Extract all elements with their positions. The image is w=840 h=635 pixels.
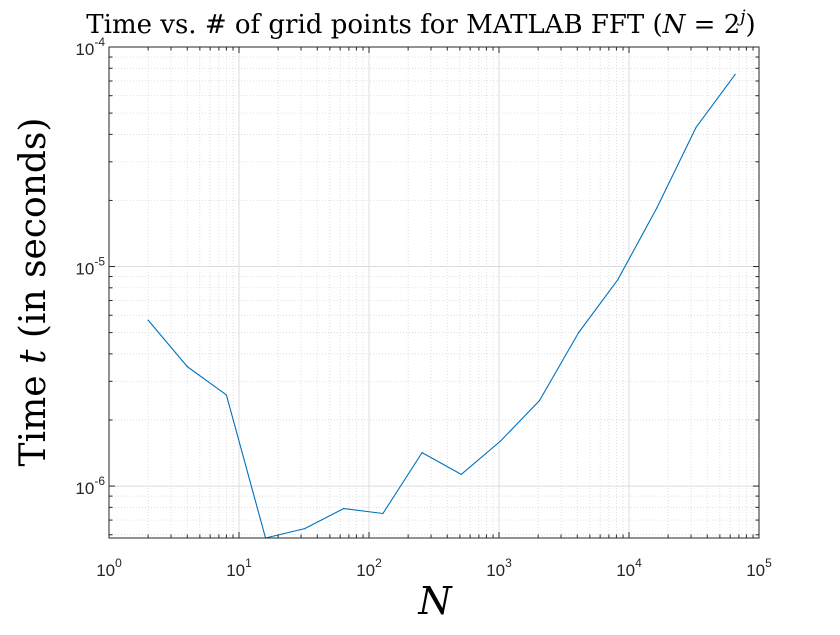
x-tick-label-exponent: 0: [115, 556, 122, 570]
x-tick-label: 103: [486, 556, 512, 580]
chart-title-suffix: ): [746, 10, 756, 40]
series-line: [147, 74, 736, 539]
series-point: [578, 332, 580, 334]
x-axis-label: N: [417, 579, 453, 623]
x-tick-label-base: 10: [356, 561, 375, 580]
chart-title-exp-j: j: [736, 7, 746, 27]
plot-area: [109, 47, 759, 538]
series-point: [695, 126, 697, 129]
series-point: [538, 400, 541, 402]
y-tick-label-exponent: -5: [94, 255, 105, 269]
y-tick-marks: [109, 46, 759, 536]
x-tick-label: 105: [746, 556, 772, 580]
y-axis-label: Time t (in seconds): [13, 118, 54, 467]
series-point: [617, 279, 619, 281]
x-tick-label-base: 10: [96, 561, 115, 580]
x-tick-label-base: 10: [226, 561, 245, 580]
y-axis-label-var: t: [13, 349, 54, 364]
y-axis-label-suffix: (in seconds): [13, 118, 54, 350]
x-tick-label-exponent: 5: [765, 556, 772, 570]
y-tick-label: 10-4: [75, 35, 105, 59]
series-point: [225, 394, 228, 396]
x-tick-label-exponent: 4: [635, 556, 642, 570]
x-tick-label: 102: [356, 556, 382, 580]
y-tick-label-base: 10: [75, 40, 94, 59]
series-point: [734, 73, 736, 76]
y-tick-label-exponent: -6: [94, 474, 105, 488]
y-tick-labels: 10-610-510-4: [75, 35, 105, 498]
x-tick-label: 100: [96, 556, 122, 580]
x-tick-label: 104: [616, 556, 642, 580]
x-tick-label: 101: [226, 556, 252, 580]
series-point: [656, 207, 658, 209]
y-tick-label-exponent: -4: [94, 35, 105, 49]
series-point: [460, 473, 462, 476]
x-tick-label-exponent: 1: [245, 556, 252, 570]
series-point: [421, 452, 423, 454]
series-point: [186, 366, 188, 368]
plot-frame: [108, 46, 760, 539]
minor-grid: [109, 47, 759, 538]
series-layer: [147, 73, 736, 539]
series-point: [499, 440, 501, 442]
series-point: [147, 319, 149, 321]
x-tick-label-base: 10: [746, 561, 765, 580]
y-axis-label-prefix: Time: [13, 364, 54, 466]
y-tick-label-base: 10: [75, 260, 94, 279]
chart-title-var-n: N: [662, 10, 687, 40]
y-tick-label-base: 10: [75, 479, 94, 498]
chart-title-equals: = 2: [685, 10, 740, 40]
series-point: [343, 507, 345, 510]
x-tick-label-base: 10: [616, 561, 635, 580]
x-tick-marks: [108, 47, 760, 538]
x-tick-label-exponent: 2: [375, 556, 382, 570]
y-tick-label: 10-6: [75, 474, 105, 498]
chart-title-prefix: Time vs. # of grid points for MATLAB FFT…: [86, 10, 662, 40]
x-tick-label-exponent: 3: [505, 556, 512, 570]
x-tick-labels: 100 101 102 103 104 105: [96, 556, 772, 580]
y-tick-label: 10-5: [75, 255, 105, 279]
series-point: [382, 512, 384, 515]
x-tick-label-base: 10: [486, 561, 505, 580]
series-point: [304, 528, 306, 530]
chart-title: Time vs. # of grid points for MATLAB FFT…: [86, 7, 755, 40]
